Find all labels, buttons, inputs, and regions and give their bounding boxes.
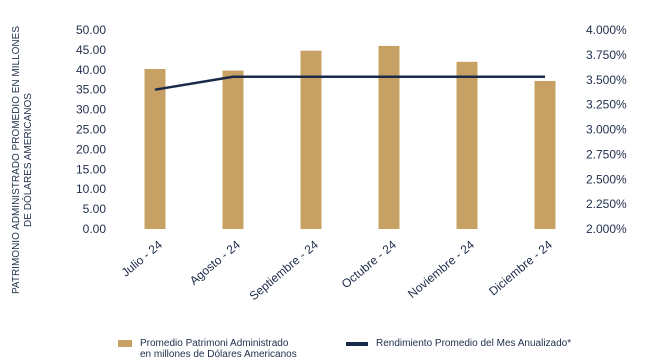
rendimiento-line bbox=[154, 75, 545, 91]
bar bbox=[378, 45, 400, 229]
left-tick-label: 20.00 bbox=[76, 142, 106, 156]
left-tick-label: 25.00 bbox=[76, 123, 106, 137]
left-tick-label: 45.00 bbox=[76, 43, 106, 57]
x-tick-label: Julio - 24 bbox=[119, 237, 166, 279]
right-axis-ticks: 4.000% 3.750% 3.500% 3.250% 3.000% 2.750% 2.50… bbox=[586, 23, 627, 236]
left-tick-label: 40.00 bbox=[76, 63, 106, 77]
bar bbox=[222, 70, 244, 229]
right-tick-label: 2.500% bbox=[586, 172, 627, 186]
line-series bbox=[154, 75, 545, 91]
legend-line-swatch bbox=[346, 342, 368, 346]
right-tick-label: 2.000% bbox=[586, 222, 627, 236]
left-tick-label: 30.00 bbox=[76, 103, 106, 117]
left-tick-label: 10.00 bbox=[76, 182, 106, 196]
legend: Promedio Patrimoni Administrado en millo… bbox=[0, 336, 645, 363]
left-axis-ticks: 50.00 45.00 40.00 35.00 30.00 25.00 20.00 15.00… bbox=[76, 23, 106, 236]
x-tick-label: Diciembre - 24 bbox=[486, 237, 555, 298]
left-tick-label: 5.00 bbox=[83, 202, 107, 216]
right-tick-label: 3.750% bbox=[586, 48, 627, 62]
x-tick-label: Septiembre - 24 bbox=[247, 237, 322, 303]
left-tick-label: 15.00 bbox=[76, 162, 106, 176]
x-tick-label: Agosto - 24 bbox=[187, 237, 243, 287]
right-tick-label: 3.000% bbox=[586, 123, 627, 137]
y-axis-title-line: DE DÓLARES AMERICANOS bbox=[21, 93, 34, 227]
right-tick-label: 2.750% bbox=[586, 147, 627, 161]
right-tick-label: 2.250% bbox=[586, 197, 627, 211]
bar bbox=[456, 61, 478, 230]
left-tick-label: 35.00 bbox=[76, 83, 106, 97]
legend-bar-label-line1: Promedio Patrimoni Administrado bbox=[140, 338, 289, 349]
legend-bar-label: Promedio Patrimoni Administrado en millo… bbox=[140, 338, 297, 360]
combo-chart: PATRIMONIO ADMINISTRADO PROMEDIO EN MILL… bbox=[11, 23, 627, 303]
right-tick-label: 3.500% bbox=[586, 73, 627, 87]
x-axis-ticks: Julio - 24 Agosto - 24 Septiembre - 24 Octu… bbox=[119, 237, 556, 303]
bar bbox=[144, 69, 166, 229]
right-tick-label: 3.250% bbox=[586, 98, 627, 112]
y-axis-title: PATRIMONIO ADMINISTRADO PROMEDIO EN MILL… bbox=[11, 26, 34, 294]
legend-line-label: Rendimiento Promedio del Mes Anualizado* bbox=[376, 338, 572, 349]
left-tick-label: 50.00 bbox=[76, 23, 106, 37]
bar bbox=[534, 80, 556, 229]
y-axis-title-line: PATRIMONIO ADMINISTRADO PROMEDIO EN MILL… bbox=[11, 26, 22, 294]
bar bbox=[300, 50, 322, 229]
left-tick-label: 0.00 bbox=[83, 222, 107, 236]
x-tick-label: Noviembre - 24 bbox=[405, 237, 477, 301]
legend-item-line-series: Rendimiento Promedio del Mes Anualizado* bbox=[346, 338, 636, 349]
right-tick-label: 4.000% bbox=[586, 23, 627, 37]
legend-bar-label-line2: en millones de Dólares Americanos bbox=[140, 349, 297, 360]
bar-series bbox=[144, 45, 556, 230]
legend-bar-swatch bbox=[118, 340, 132, 347]
legend-item-bar-series: Promedio Patrimoni Administrado en millo… bbox=[118, 338, 318, 360]
x-tick-label: Octubre - 24 bbox=[339, 237, 399, 291]
